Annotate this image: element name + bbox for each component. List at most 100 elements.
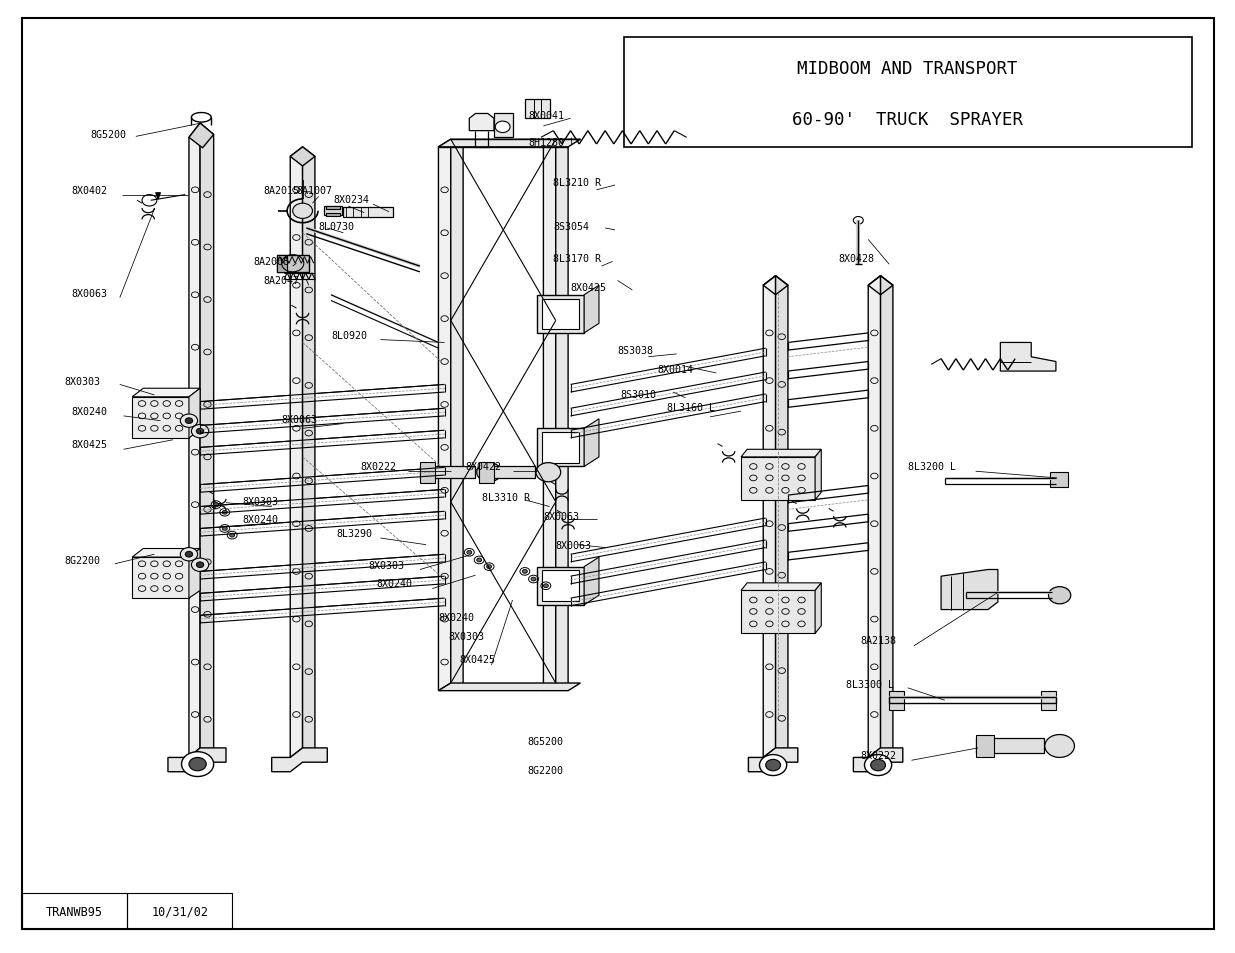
Bar xyxy=(889,691,904,710)
Polygon shape xyxy=(494,114,513,138)
Circle shape xyxy=(536,463,561,482)
Text: 60-90'  TRUCK  SPRAYER: 60-90' TRUCK SPRAYER xyxy=(792,112,1024,130)
Circle shape xyxy=(222,527,227,531)
Text: TRANWB95: TRANWB95 xyxy=(46,904,104,918)
Circle shape xyxy=(1049,587,1071,604)
Text: 8X0303: 8X0303 xyxy=(368,560,404,570)
Polygon shape xyxy=(132,389,200,397)
Bar xyxy=(479,467,535,478)
Circle shape xyxy=(477,558,482,562)
Text: 8X0422: 8X0422 xyxy=(466,462,501,472)
Circle shape xyxy=(230,534,235,537)
Polygon shape xyxy=(438,140,451,691)
Bar xyxy=(127,893,232,929)
Bar xyxy=(277,255,309,273)
Text: 8A2138: 8A2138 xyxy=(861,636,897,645)
Text: 8X0425: 8X0425 xyxy=(459,655,495,664)
Bar xyxy=(976,735,994,758)
Text: 8L3310 R: 8L3310 R xyxy=(482,493,530,502)
Text: 8X0303: 8X0303 xyxy=(448,632,484,641)
Circle shape xyxy=(182,752,214,777)
Circle shape xyxy=(531,578,536,581)
Polygon shape xyxy=(763,276,776,758)
Polygon shape xyxy=(303,148,315,756)
Polygon shape xyxy=(438,683,580,691)
Circle shape xyxy=(196,562,204,568)
Text: 8X0425: 8X0425 xyxy=(72,439,107,449)
Text: 8X0063: 8X0063 xyxy=(282,415,317,424)
Polygon shape xyxy=(200,555,445,572)
Bar xyxy=(542,299,579,330)
Text: 8L3290: 8L3290 xyxy=(336,529,372,538)
Circle shape xyxy=(766,760,781,771)
Circle shape xyxy=(222,511,227,515)
Circle shape xyxy=(477,463,501,482)
Text: 8A2047: 8A2047 xyxy=(263,276,299,286)
Circle shape xyxy=(180,548,198,561)
Polygon shape xyxy=(132,397,189,438)
Text: 8G5200: 8G5200 xyxy=(527,737,563,746)
Text: 10/31/02: 10/31/02 xyxy=(151,904,209,918)
Circle shape xyxy=(214,503,219,507)
Polygon shape xyxy=(525,100,550,119)
Circle shape xyxy=(495,122,510,133)
Circle shape xyxy=(191,425,209,438)
Text: 8X0240: 8X0240 xyxy=(438,613,474,622)
Bar xyxy=(537,429,584,467)
Text: 8L0920: 8L0920 xyxy=(331,331,367,340)
Bar xyxy=(324,207,342,215)
Polygon shape xyxy=(469,114,494,132)
Polygon shape xyxy=(1000,343,1056,372)
Bar xyxy=(326,213,340,216)
Polygon shape xyxy=(748,748,798,772)
Text: 8X0234: 8X0234 xyxy=(333,195,369,205)
Text: 8L3170 R: 8L3170 R xyxy=(553,254,601,264)
Circle shape xyxy=(185,418,193,424)
Text: 8S3038: 8S3038 xyxy=(618,346,653,355)
Polygon shape xyxy=(815,450,821,500)
Text: 8L3160 L: 8L3160 L xyxy=(667,403,715,413)
Text: 8X0240: 8X0240 xyxy=(72,407,107,416)
Text: 8X0240: 8X0240 xyxy=(377,578,412,588)
Bar xyxy=(22,893,127,929)
Circle shape xyxy=(543,584,548,588)
Text: 8A1007: 8A1007 xyxy=(296,186,332,195)
Circle shape xyxy=(467,551,472,555)
Polygon shape xyxy=(881,276,893,756)
Polygon shape xyxy=(189,124,214,149)
Text: 8X0063: 8X0063 xyxy=(72,289,107,298)
Polygon shape xyxy=(200,409,445,426)
Bar xyxy=(624,38,1192,148)
Polygon shape xyxy=(868,276,881,758)
Polygon shape xyxy=(543,140,556,691)
Polygon shape xyxy=(200,490,445,507)
Circle shape xyxy=(142,195,157,207)
Bar xyxy=(542,433,579,463)
Bar xyxy=(420,462,435,483)
Text: 8H1280: 8H1280 xyxy=(529,138,564,148)
Text: 8G2200: 8G2200 xyxy=(64,556,100,565)
Polygon shape xyxy=(776,276,788,756)
Circle shape xyxy=(871,760,885,771)
Polygon shape xyxy=(815,583,821,634)
Bar xyxy=(1050,473,1068,488)
Circle shape xyxy=(1045,735,1074,758)
Circle shape xyxy=(185,552,193,558)
Text: 8S3010: 8S3010 xyxy=(620,390,656,399)
Polygon shape xyxy=(189,389,200,438)
Bar xyxy=(479,462,494,483)
Bar xyxy=(420,467,475,478)
Text: 8A2015: 8A2015 xyxy=(263,186,299,195)
Circle shape xyxy=(522,570,527,574)
Text: 8X0063: 8X0063 xyxy=(556,540,592,550)
Bar xyxy=(326,207,340,210)
Text: 8X0222: 8X0222 xyxy=(361,462,396,472)
Polygon shape xyxy=(451,140,463,691)
Polygon shape xyxy=(200,598,445,616)
Circle shape xyxy=(864,755,892,776)
Polygon shape xyxy=(556,140,568,691)
Text: 8L3300 L: 8L3300 L xyxy=(846,679,894,689)
Polygon shape xyxy=(941,570,998,610)
Polygon shape xyxy=(741,583,821,591)
Polygon shape xyxy=(290,148,315,167)
